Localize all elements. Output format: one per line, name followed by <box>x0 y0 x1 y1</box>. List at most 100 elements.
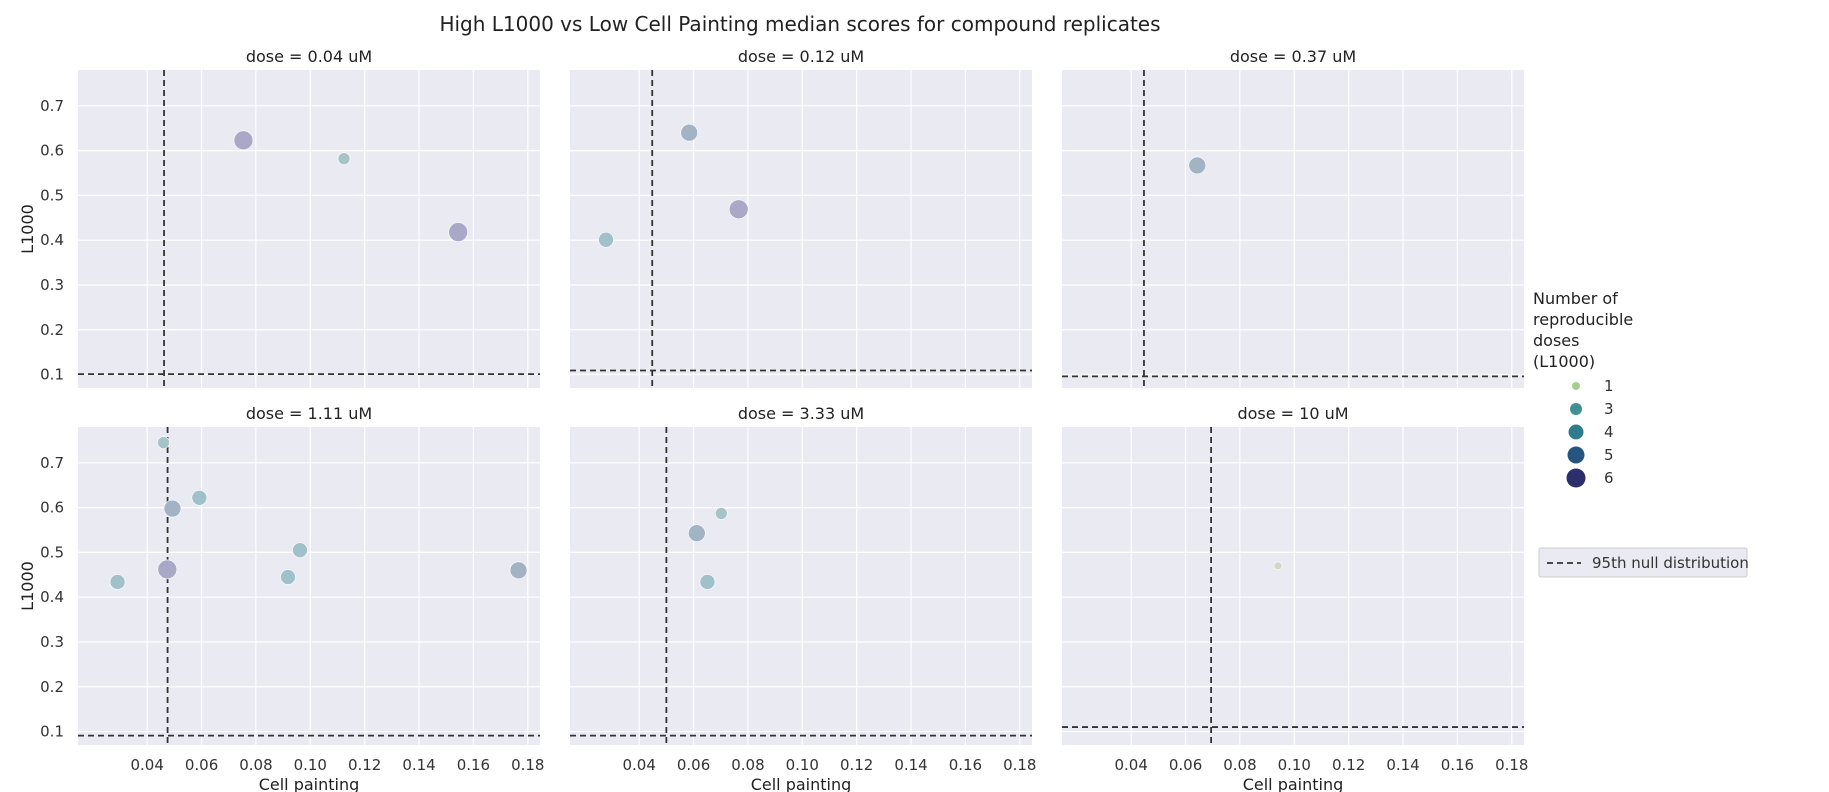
x-tick-label: 0.18 <box>1495 756 1528 774</box>
chart-title: High L1000 vs Low Cell Painting median s… <box>439 12 1160 36</box>
x-tick-label: 0.16 <box>949 756 982 774</box>
null-line-legend-label: 95th null distribution <box>1592 554 1749 572</box>
legend-marker <box>1570 403 1582 415</box>
panel-title: dose = 0.37 uM <box>1230 47 1356 66</box>
data-point <box>448 222 468 242</box>
x-tick-label: 0.16 <box>1441 756 1474 774</box>
y-tick-label: 0.3 <box>40 633 64 651</box>
x-tick-label: 0.06 <box>1169 756 1202 774</box>
data-point <box>699 574 716 590</box>
x-tick-label: 0.14 <box>402 756 435 774</box>
x-tick-label: 0.10 <box>1278 756 1311 774</box>
panel-title: dose = 10 uM <box>1237 404 1348 423</box>
y-tick-label: 0.7 <box>40 97 64 115</box>
x-tick-label: 0.10 <box>294 756 327 774</box>
x-tick-label: 0.12 <box>348 756 381 774</box>
legend-label: 5 <box>1604 446 1614 464</box>
panel-6: dose = 10 uM 0.04 0.06 0.08 0.10 0.12 0.14 0.16… <box>1062 404 1528 792</box>
data-point <box>728 199 749 220</box>
x-axis-label: Cell painting <box>1243 775 1344 792</box>
data-point <box>280 569 296 585</box>
facet-grid: dose = 0.04 uM 0.1 0.2 0.3 0.4 0.5 0.6 0.7 L1000… <box>18 47 1528 792</box>
y-tick-label: 0.6 <box>40 142 64 160</box>
panel-title: dose = 0.12 uM <box>738 47 864 66</box>
x-tick-label: 0.06 <box>185 756 218 774</box>
data-point <box>233 130 254 151</box>
x-tick-label: 0.12 <box>1332 756 1365 774</box>
legend-marker <box>1572 382 1580 390</box>
y-tick-label: 0.7 <box>40 454 64 472</box>
legend-title-line-4: (L1000) <box>1533 352 1595 371</box>
legend-size-items: 1 3 4 5 6 <box>1566 377 1614 488</box>
panel-title: dose = 0.04 uM <box>246 47 372 66</box>
legend-marker <box>1568 424 1584 440</box>
y-tick-label: 0.4 <box>40 588 64 606</box>
x-tick-label: 0.08 <box>1223 756 1256 774</box>
data-point <box>337 152 351 165</box>
panel-3: dose = 0.37 uM <box>1062 47 1524 388</box>
y-tick-label: 0.3 <box>40 276 64 294</box>
x-tick-label: 0.16 <box>457 756 490 774</box>
x-tick-label: 0.08 <box>731 756 764 774</box>
data-point <box>1273 561 1283 571</box>
data-point <box>509 561 528 580</box>
x-tick-label: 0.04 <box>622 756 655 774</box>
legend-label: 6 <box>1604 469 1614 487</box>
panel-background <box>1062 427 1524 745</box>
x-tick-label: 0.06 <box>677 756 710 774</box>
y-tick-label: 0.5 <box>40 186 64 204</box>
y-tick-label: 0.6 <box>40 499 64 517</box>
y-tick-label: 0.4 <box>40 231 64 249</box>
data-point <box>292 542 308 558</box>
panel-title: dose = 3.33 uM <box>738 404 864 423</box>
data-point <box>714 507 728 520</box>
x-tick-label: 0.10 <box>786 756 819 774</box>
data-point <box>157 559 178 580</box>
data-point <box>109 574 126 590</box>
x-tick-label: 0.18 <box>511 756 544 774</box>
data-point <box>157 436 170 449</box>
legend-title-line-3: doses <box>1533 331 1579 350</box>
data-point <box>688 524 706 542</box>
data-point <box>1188 156 1207 175</box>
legend-marker <box>1567 446 1585 464</box>
null-line-legend-box <box>1538 547 1748 578</box>
x-tick-label: 0.04 <box>1114 756 1147 774</box>
data-point <box>680 123 699 142</box>
data-point <box>163 499 182 518</box>
panel-4: dose = 1.11 uM 0.1 0.2 0.3 0.4 0.5 0.6 0.7 L1000… <box>18 404 544 792</box>
legend-title-line-2: reproducible <box>1533 310 1633 329</box>
y-tick-label: 0.2 <box>40 321 64 339</box>
panel-background <box>78 427 540 745</box>
x-tick-label: 0.14 <box>1386 756 1419 774</box>
x-tick-label: 0.18 <box>1003 756 1036 774</box>
panel-background <box>1062 70 1524 388</box>
legend-title-line-1: Number of <box>1533 289 1618 308</box>
legend-label: 4 <box>1604 423 1614 441</box>
x-tick-label: 0.12 <box>840 756 873 774</box>
y-tick-label: 0.1 <box>40 366 64 384</box>
x-tick-label: 0.04 <box>130 756 163 774</box>
y-axis-label: L1000 <box>18 561 37 611</box>
legend-marker <box>1566 468 1586 488</box>
data-point <box>191 489 208 506</box>
x-tick-label: 0.08 <box>239 756 272 774</box>
panel-2: dose = 0.12 uM <box>570 47 1032 388</box>
x-tick-label: 0.14 <box>894 756 927 774</box>
panel-background <box>570 427 1032 745</box>
y-tick-label: 0.5 <box>40 543 64 561</box>
y-tick-label: 0.1 <box>40 723 64 741</box>
data-point <box>598 231 614 248</box>
legend-label: 1 <box>1604 377 1614 395</box>
panel-5: dose = 3.33 uM 0.04 0.06 0.08 0.10 0.12 0.14 0.… <box>570 404 1036 792</box>
panel-title: dose = 1.11 uM <box>246 404 372 423</box>
x-axis-label: Cell painting <box>751 775 852 792</box>
y-tick-label: 0.2 <box>40 678 64 696</box>
legend-label: 3 <box>1604 400 1614 418</box>
panel-1: dose = 0.04 uM 0.1 0.2 0.3 0.4 0.5 0.6 0.7 L1000 <box>18 47 540 388</box>
x-axis-label: Cell painting <box>259 775 360 792</box>
legend: Number of reproducible doses (L1000) 1 3 4… <box>1533 289 1749 578</box>
panel-background <box>570 70 1032 388</box>
y-axis-label: L1000 <box>18 204 37 254</box>
